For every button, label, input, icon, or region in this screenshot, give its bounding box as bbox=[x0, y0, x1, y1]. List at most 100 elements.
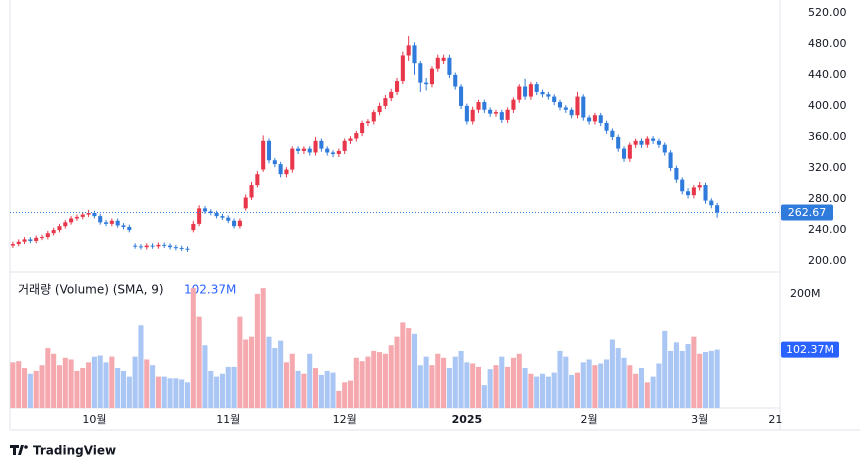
volume-bar bbox=[184, 382, 191, 408]
volume-bar bbox=[627, 365, 633, 408]
volume-bar bbox=[16, 361, 22, 408]
candle-body bbox=[191, 223, 196, 231]
volume-bar bbox=[598, 363, 604, 408]
candle-body bbox=[592, 115, 597, 122]
volume-bar bbox=[97, 355, 103, 408]
candle-body bbox=[144, 245, 149, 248]
candle-body bbox=[459, 86, 464, 106]
volume-bar bbox=[446, 368, 452, 408]
volume-bar bbox=[283, 362, 289, 408]
y-tick-label: 440.00 bbox=[808, 68, 847, 81]
volume-bar bbox=[120, 370, 127, 408]
volume-bar bbox=[638, 368, 645, 408]
volume-bar bbox=[39, 365, 45, 408]
candle-body bbox=[528, 84, 533, 97]
candle-body bbox=[284, 169, 289, 175]
candle-body bbox=[557, 102, 563, 108]
volume-bar bbox=[10, 362, 16, 408]
volume-bar bbox=[371, 350, 377, 408]
x-tick-label: 10월 bbox=[82, 413, 106, 426]
candle-body bbox=[354, 133, 359, 139]
candle-body bbox=[74, 216, 79, 219]
candle-body bbox=[22, 239, 27, 242]
volume-bar bbox=[318, 374, 324, 408]
x-tick-label: 2025 bbox=[452, 413, 483, 426]
candle-body bbox=[109, 220, 114, 224]
candle-body bbox=[360, 122, 365, 134]
volume-bar bbox=[417, 365, 423, 408]
volume-bar bbox=[301, 373, 307, 408]
candle-body bbox=[517, 86, 522, 100]
volume-bar bbox=[691, 336, 697, 408]
volume-bar bbox=[668, 350, 674, 408]
candle-body bbox=[330, 152, 336, 155]
volume-bar bbox=[161, 376, 167, 408]
candle-body bbox=[575, 96, 580, 116]
candle-body bbox=[429, 68, 434, 85]
volume-bar bbox=[126, 376, 132, 408]
volume-bar bbox=[103, 362, 109, 408]
candle-body bbox=[656, 140, 661, 145]
volume-bar bbox=[324, 370, 330, 408]
candle-body bbox=[133, 245, 138, 247]
volume-bar bbox=[394, 336, 400, 408]
candle-body bbox=[325, 148, 330, 153]
candle-body bbox=[424, 82, 429, 85]
volume-bar bbox=[289, 353, 295, 408]
volume-bar bbox=[243, 339, 249, 408]
volume-bar bbox=[423, 356, 429, 408]
candle-body bbox=[202, 208, 208, 212]
volume-bar bbox=[621, 357, 627, 408]
candle-body bbox=[482, 102, 487, 110]
candle-body bbox=[709, 200, 714, 206]
candle-body bbox=[639, 140, 644, 145]
volume-bar bbox=[574, 372, 580, 408]
candle-body bbox=[115, 220, 120, 226]
candle-body bbox=[686, 191, 691, 196]
candle-body bbox=[16, 241, 21, 245]
volume-bar bbox=[248, 336, 255, 408]
x-tick-label: 21 bbox=[768, 413, 782, 426]
candle-body bbox=[86, 213, 91, 215]
volume-bar bbox=[615, 348, 621, 408]
volume-bar bbox=[702, 352, 709, 408]
candle-body bbox=[389, 91, 394, 99]
candle-body bbox=[365, 121, 370, 123]
candle-body bbox=[406, 45, 411, 56]
volume-bar bbox=[528, 373, 534, 408]
volume-bar bbox=[580, 362, 586, 408]
last-volume-label: 102.37M bbox=[786, 343, 834, 356]
volume-bar bbox=[411, 333, 418, 408]
candle-body bbox=[348, 138, 353, 141]
volume-bar bbox=[609, 339, 615, 408]
candle-body bbox=[226, 217, 231, 221]
candle-body bbox=[266, 140, 272, 161]
candle-body bbox=[371, 112, 376, 122]
volume-bar bbox=[155, 376, 161, 408]
candle-body bbox=[156, 244, 161, 247]
volume-bar bbox=[22, 368, 28, 408]
volume-bar bbox=[441, 357, 447, 408]
candle-body bbox=[534, 84, 539, 92]
candle-body bbox=[103, 222, 109, 224]
volume-bar bbox=[359, 361, 365, 408]
candle-body bbox=[63, 222, 68, 227]
volume-bar bbox=[551, 372, 557, 408]
volume-bar bbox=[458, 350, 464, 408]
volume-bar bbox=[231, 366, 237, 408]
volume-title: 거래량 (Volume) (SMA, 9) bbox=[18, 283, 164, 297]
candle-body bbox=[412, 45, 417, 64]
candle-body bbox=[476, 102, 481, 110]
candle-body bbox=[627, 144, 632, 159]
candle-body bbox=[249, 185, 254, 198]
volume-bar bbox=[545, 376, 551, 408]
candle-body bbox=[39, 237, 45, 239]
candle-body bbox=[162, 244, 167, 246]
volume-bar bbox=[429, 365, 435, 408]
y-tick-label: 200.00 bbox=[808, 254, 847, 267]
volume-bar bbox=[278, 340, 284, 408]
volume-bar bbox=[557, 350, 563, 408]
candle-body bbox=[232, 220, 237, 227]
candle-body bbox=[453, 74, 458, 87]
